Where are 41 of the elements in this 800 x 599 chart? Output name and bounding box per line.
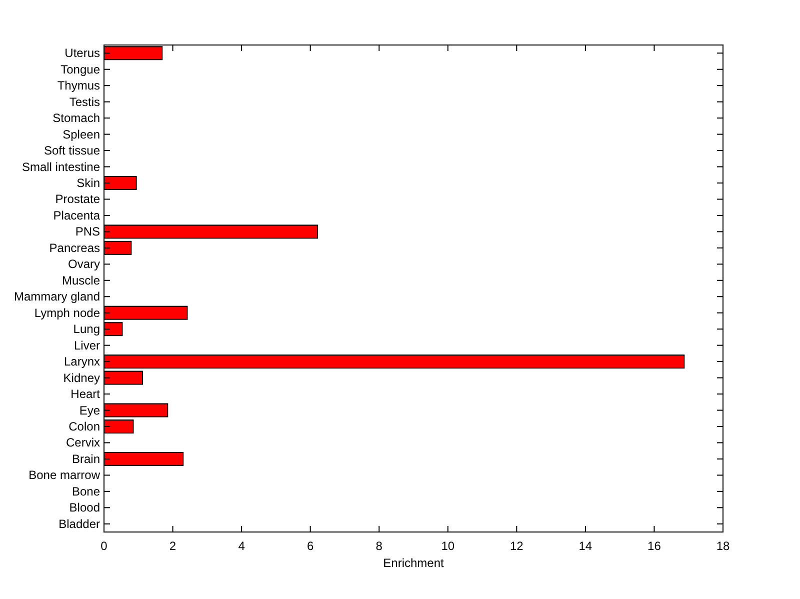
y-tick-label: Cervix: [66, 436, 100, 450]
y-tick-label: Testis: [69, 94, 100, 109]
x-axis-title: Enrichment: [383, 556, 445, 570]
y-tick-label: PNS: [75, 224, 100, 239]
y-tick-label: Colon: [68, 419, 100, 434]
y-tick-label: Placenta: [53, 208, 100, 222]
x-tick-label: 8: [376, 539, 383, 553]
y-tick-label: Kidney: [63, 370, 100, 385]
y-tick-label: Bone: [72, 484, 100, 498]
y-tick-label: Eye: [79, 403, 100, 418]
y-tick-label: Tongue: [60, 62, 100, 76]
y-tick-label: Bone marrow: [28, 468, 100, 482]
y-tick-label: Stomach: [52, 111, 100, 126]
x-tick-label: 14: [578, 539, 592, 553]
x-tick-label: 0: [100, 539, 108, 553]
y-tick-label: Brain: [72, 452, 100, 466]
y-tick-label: Ovary: [68, 257, 100, 272]
y-tick-label: Heart: [70, 387, 101, 402]
x-tick-label: 18: [716, 539, 730, 553]
y-tick-label: Small intestine: [22, 160, 100, 174]
y-tick-label: Prostate: [55, 192, 100, 206]
x-tick-label: 16: [648, 539, 662, 553]
y-tick-label: Blood: [69, 500, 100, 515]
x-tick-label: 6: [306, 539, 314, 553]
y-tick-label: Muscle: [62, 273, 100, 288]
y-tick-label: Pancreas: [49, 240, 100, 255]
y-tick-label: Liver: [74, 338, 100, 352]
y-tick-label: Uterus: [64, 46, 100, 60]
x-tick-label: 4: [238, 539, 246, 553]
y-tick-label: Lung: [73, 322, 100, 336]
y-tick-label: Spleen: [62, 127, 100, 142]
y-tick-label: Skin: [76, 176, 100, 190]
y-tick-label: Thymus: [57, 78, 100, 93]
y-tick-label: Larynx: [64, 354, 100, 369]
y-tick-label: Bladder: [58, 516, 100, 531]
x-tick-label: 10: [441, 539, 455, 553]
y-tick-label: Lymph node: [34, 306, 100, 320]
x-tick-label: 12: [510, 539, 524, 553]
y-tick-label: Mammary gland: [14, 290, 100, 304]
x-tick-label: 2: [169, 539, 176, 553]
y-tick-label: Soft tissue: [44, 144, 100, 158]
